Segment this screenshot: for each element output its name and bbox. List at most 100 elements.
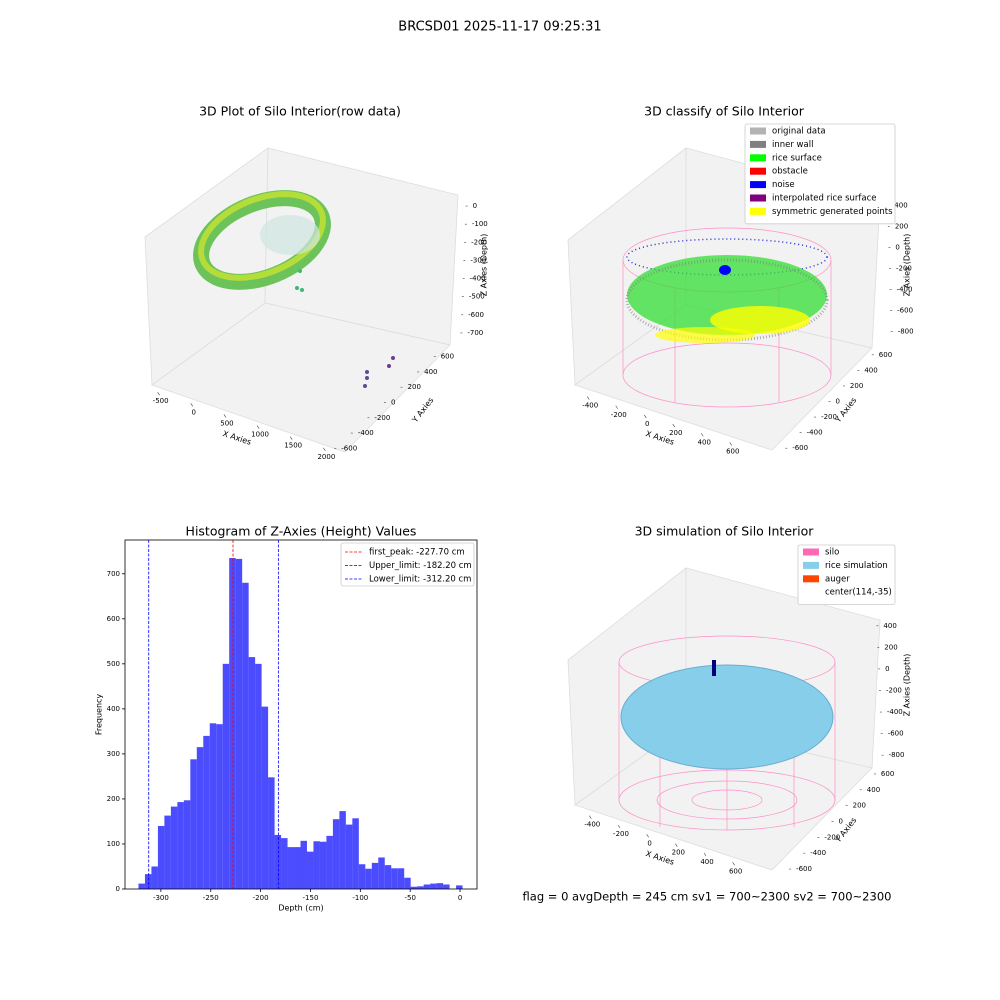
legend-box <box>340 542 475 587</box>
z-tick-label: -600 <box>897 307 913 315</box>
z-tick-label: -400 <box>897 286 913 294</box>
y-tick-label: -200 <box>824 833 840 841</box>
legend-box <box>744 123 896 225</box>
bar <box>229 558 236 889</box>
x-tick-label: -400 <box>584 821 600 829</box>
bar <box>151 866 158 889</box>
y-tick-label: 200 <box>107 795 120 803</box>
y-tick-label: -400 <box>810 849 826 857</box>
y-axis-label: Frequency <box>95 694 104 736</box>
z-tick-label: -700 <box>467 329 483 337</box>
bar <box>157 825 165 889</box>
tick-mark <box>675 843 678 847</box>
legend-swatch <box>750 207 766 215</box>
legend-box <box>797 544 896 605</box>
z-tick-label: 400 <box>894 202 907 210</box>
legend-label: Upper_limit: -182.20 cm <box>369 561 472 571</box>
panel-1-scene <box>144 147 459 453</box>
bar <box>332 819 340 889</box>
tick-mark <box>157 392 160 396</box>
legend-swatch <box>803 575 819 583</box>
tick-mark <box>703 852 707 857</box>
bar <box>281 838 288 889</box>
bar <box>248 657 256 889</box>
tick-mark <box>323 447 326 451</box>
bar <box>417 886 424 889</box>
bar <box>404 877 411 889</box>
y-tick-label: -200 <box>374 414 390 422</box>
bar <box>378 857 385 889</box>
y-tick-label: 200 <box>850 382 863 390</box>
bar <box>410 886 418 889</box>
legend-label: rice simulation <box>825 561 888 571</box>
legend-label: inner wall <box>772 140 813 150</box>
legend-swatch <box>750 154 766 162</box>
bar <box>319 841 327 889</box>
tick-mark <box>644 414 647 419</box>
y-tick-label: 700 <box>107 570 120 578</box>
x-tick-label: 200 <box>669 429 682 437</box>
panel-title: 3D Plot of Silo Interior(row data) <box>199 104 401 119</box>
y-tick-label: 300 <box>107 750 120 758</box>
bar <box>384 865 392 889</box>
x-tick-label: 200 <box>672 849 685 857</box>
panel-title: 3D classify of Silo Interior <box>644 104 805 119</box>
bar <box>203 735 210 889</box>
x-tick-label: -200 <box>611 411 627 419</box>
bar <box>216 724 223 889</box>
x-tick-label: -200 <box>253 894 269 902</box>
x-tick-label: -150 <box>303 894 319 902</box>
z-tick-label: 200 <box>884 643 897 651</box>
panel-4-scene <box>567 567 881 871</box>
y-tick-label: 200 <box>408 383 421 391</box>
bar <box>391 868 398 889</box>
legend-swatch <box>803 561 819 569</box>
y-tick-label: 400 <box>107 705 120 713</box>
legend-label: rice surface <box>772 153 822 163</box>
y-tick-label: 600 <box>879 351 892 359</box>
x-axis-label: Depth (cm) <box>278 904 323 913</box>
y-tick-label: 400 <box>867 786 880 794</box>
legend-label: interpolated rice surface <box>772 194 877 204</box>
tick-mark <box>615 405 618 409</box>
x-tick-label: -100 <box>352 894 368 902</box>
x-tick-label: -400 <box>582 402 598 410</box>
bar <box>430 883 437 889</box>
z-tick-label: -100 <box>472 220 488 228</box>
bar <box>235 558 243 889</box>
z-tick-label: -200 <box>896 265 912 273</box>
legend-swatch <box>750 167 766 175</box>
bar <box>443 884 450 889</box>
bar <box>397 868 405 889</box>
z-tick-label: 0 <box>885 665 889 673</box>
x-tick-label: -50 <box>404 894 415 902</box>
bar <box>190 759 197 889</box>
legend-label: Lower_limit: -312.20 cm <box>369 575 471 585</box>
tick-mark <box>589 815 592 819</box>
y-tick-label: 600 <box>881 770 894 778</box>
z-tick-label: -800 <box>889 751 905 759</box>
bar <box>423 884 431 889</box>
bar <box>170 806 178 889</box>
bar <box>456 885 463 889</box>
figure-title: BRCSD01 2025-11-17 09:25:31 <box>398 20 601 35</box>
x-tick-label: 1500 <box>284 442 302 450</box>
legend-swatch <box>803 548 819 556</box>
y-tick-label: 0 <box>391 399 395 407</box>
x-tick-label: 0 <box>645 420 649 428</box>
z-tick-label: -300 <box>470 256 486 264</box>
y-tick-label: -600 <box>796 865 812 873</box>
bar <box>177 802 184 889</box>
z-tick-label: 0 <box>895 244 899 252</box>
bar <box>164 815 171 889</box>
z-tick-label: 0 <box>473 202 477 210</box>
plot-frame <box>124 539 478 890</box>
z-tick-label: -600 <box>888 730 904 738</box>
bar <box>222 663 230 889</box>
z-tick-label: -200 <box>886 687 902 695</box>
y-tick-label: 500 <box>107 660 120 668</box>
tick-mark <box>587 396 590 400</box>
tick-mark <box>223 414 227 418</box>
panel-title: 3D simulation of Silo Interior <box>635 524 815 539</box>
